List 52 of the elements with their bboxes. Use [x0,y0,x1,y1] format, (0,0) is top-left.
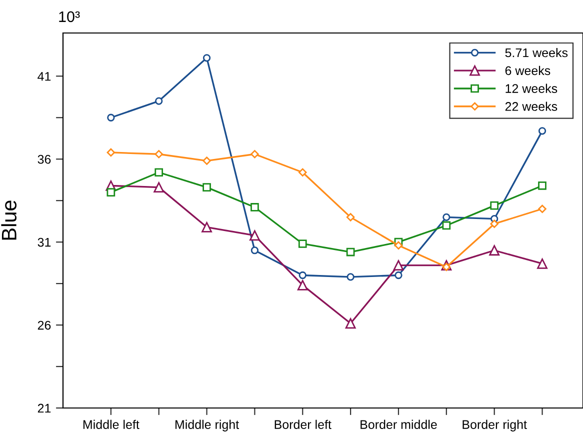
point [155,97,163,105]
text: 10³ [59,11,80,22]
point [538,127,546,135]
point [298,168,307,177]
point [490,201,499,210]
y-axis-title: Blue [1,200,17,240]
point [394,271,402,280]
point [250,150,259,158]
y-tick-label: 21 [38,404,51,413]
point [490,220,498,228]
point [393,260,404,271]
point [537,258,548,269]
x-tick-label: Border right [462,420,527,432]
point [250,203,259,212]
point [154,168,164,177]
point [346,273,354,281]
legend-label: 12 weeks [506,84,558,93]
point [249,230,260,241]
point [538,181,546,190]
x-tick-label: Middle right [176,420,239,432]
point [154,150,163,158]
point [202,156,211,165]
y-tick-label: 36 [38,154,51,164]
point [202,222,212,232]
y-tick-label: 26 [38,320,51,330]
point [250,246,259,254]
x-tick-label: Border middle [360,420,437,429]
legend-label: 5.71 weeks [505,48,568,58]
point [202,54,211,62]
point [489,245,500,256]
point [346,213,355,222]
y-tick-label: 31 [38,238,51,247]
point [106,148,116,157]
point [202,183,211,192]
point [298,271,306,280]
point [538,204,546,214]
point [298,240,307,248]
point [297,280,308,290]
y-tick-label: 41 [38,72,51,81]
point [106,188,116,196]
point [346,248,355,256]
legend-label: 22 weeks [505,102,558,111]
x-tick-label: Middle left [83,420,140,429]
point [154,182,164,193]
point [442,221,451,230]
x-tick-label: Border left [274,420,332,429]
point [107,114,115,122]
legend-label: 6 weeks [505,66,550,76]
point [345,318,356,329]
point [442,262,451,272]
point [394,241,403,250]
point [442,213,450,221]
